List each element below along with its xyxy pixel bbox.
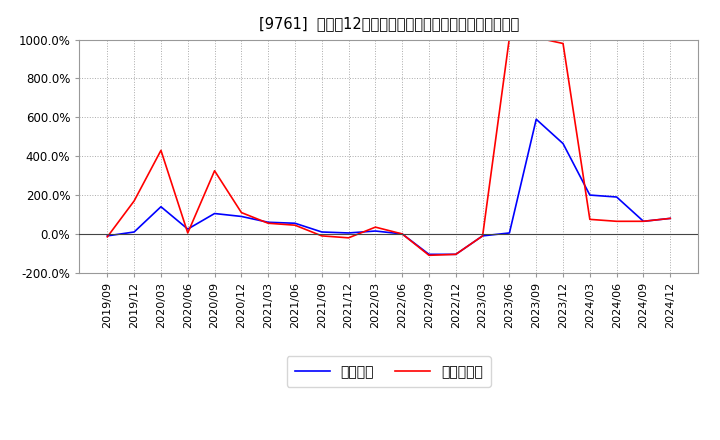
当期純利益 bbox=[639, 219, 648, 224]
当期純利益 bbox=[478, 233, 487, 238]
経常利益 bbox=[291, 220, 300, 226]
Line: 当期純利益: 当期純利益 bbox=[107, 38, 670, 255]
経常利益 bbox=[157, 204, 166, 209]
当期純利益 bbox=[157, 148, 166, 153]
Title: [9761]  利益の12か月移動合計の対前年同期増減率の推移: [9761] 利益の12か月移動合計の対前年同期増減率の推移 bbox=[258, 16, 519, 32]
当期純利益 bbox=[585, 217, 594, 222]
経常利益 bbox=[451, 252, 460, 257]
経常利益 bbox=[371, 228, 379, 234]
経常利益 bbox=[639, 219, 648, 224]
当期純利益 bbox=[318, 233, 326, 238]
経常利益 bbox=[398, 231, 407, 237]
経常利益 bbox=[210, 211, 219, 216]
当期純利益 bbox=[612, 219, 621, 224]
経常利益 bbox=[237, 214, 246, 219]
当期純利益 bbox=[291, 223, 300, 228]
Line: 経常利益: 経常利益 bbox=[107, 119, 670, 254]
当期純利益 bbox=[451, 252, 460, 257]
当期純利益 bbox=[237, 210, 246, 215]
経常利益 bbox=[505, 230, 514, 235]
経常利益 bbox=[532, 117, 541, 122]
経常利益 bbox=[344, 230, 353, 235]
当期純利益 bbox=[425, 253, 433, 258]
当期純利益 bbox=[505, 35, 514, 40]
当期純利益 bbox=[398, 231, 407, 237]
当期純利益 bbox=[344, 235, 353, 240]
当期純利益 bbox=[130, 198, 138, 204]
経常利益 bbox=[130, 229, 138, 235]
当期純利益 bbox=[666, 216, 675, 221]
経常利益 bbox=[425, 252, 433, 257]
経常利益 bbox=[666, 216, 675, 221]
当期純利益 bbox=[210, 168, 219, 173]
当期純利益 bbox=[184, 230, 192, 235]
当期純利益 bbox=[103, 234, 112, 239]
当期純利益 bbox=[559, 41, 567, 46]
経常利益 bbox=[585, 192, 594, 198]
経常利益 bbox=[478, 233, 487, 238]
当期純利益 bbox=[371, 224, 379, 230]
経常利益 bbox=[103, 233, 112, 238]
経常利益 bbox=[184, 227, 192, 232]
経常利益 bbox=[264, 220, 272, 225]
経常利益 bbox=[612, 194, 621, 200]
当期純利益 bbox=[532, 35, 541, 40]
経常利益 bbox=[318, 229, 326, 235]
Legend: 経常利益, 当期純利益: 経常利益, 当期純利益 bbox=[287, 356, 491, 387]
当期純利益 bbox=[264, 220, 272, 226]
経常利益 bbox=[559, 141, 567, 146]
